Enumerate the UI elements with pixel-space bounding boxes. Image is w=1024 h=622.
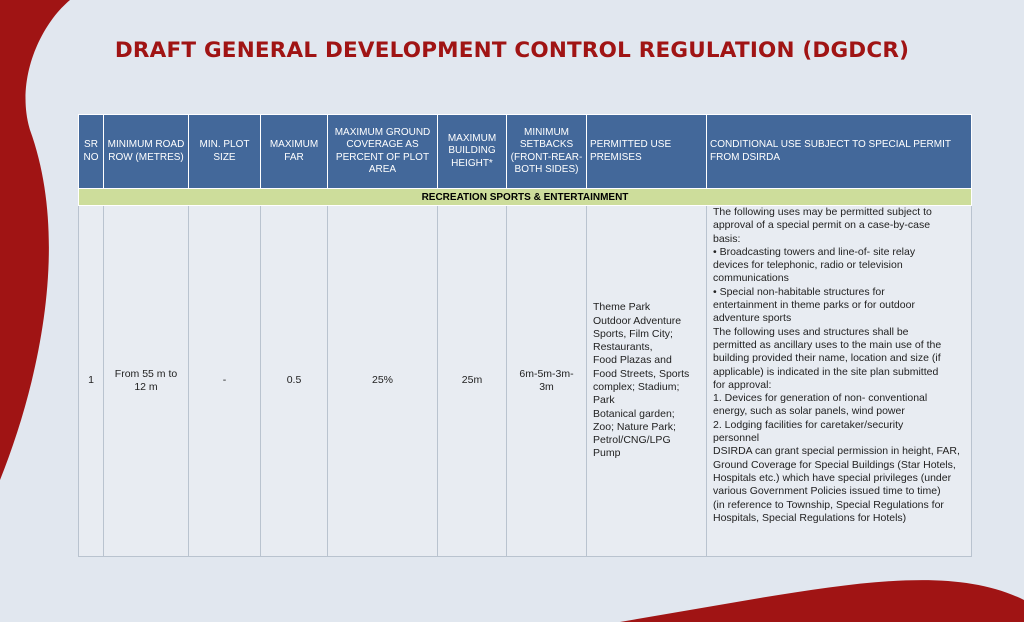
conditional-use-line: (in reference to Township, Special Regul… xyxy=(713,498,944,511)
conditional-use-line: 1. Devices for generation of non- conven… xyxy=(713,392,928,405)
conditional-use-line: The following uses and structures shall … xyxy=(713,325,909,338)
conditional-use-line: personnel xyxy=(713,432,760,445)
permitted-use-line: Zoo; Nature Park; xyxy=(593,420,676,433)
conditional-use-line: • Broadcasting towers and line-of- site … xyxy=(713,245,916,258)
permitted-use-line: Food Plazas and xyxy=(593,354,672,367)
cell-road-row: From 55 m to 12 m xyxy=(103,205,189,557)
cell-plot-size: - xyxy=(188,205,261,557)
cell-ground-coverage: 25% xyxy=(327,205,438,557)
conditional-use-line: • Special non-habitable structures for xyxy=(713,285,885,298)
permitted-use-line: Petrol/CNG/LPG xyxy=(593,434,671,447)
permitted-use-line: Outdoor Adventure xyxy=(593,314,682,327)
conditional-use-line: 2. Lodging facilities for caretaker/secu… xyxy=(713,418,904,431)
header-far: MAXIMUM FAR xyxy=(260,114,328,189)
permitted-use-line: Sports, Film City; xyxy=(593,327,673,340)
cell-building-height: 25m xyxy=(437,205,507,557)
conditional-use-line: approval of a special permit on a case-b… xyxy=(713,219,931,232)
conditional-use-line: building provided their name, location a… xyxy=(713,352,941,365)
permitted-use-line: Restaurants, xyxy=(593,341,653,354)
conditional-use-line: for approval: xyxy=(713,378,772,391)
conditional-use-line: Hospitals, Special Regulations for Hotel… xyxy=(713,511,907,524)
header-conditional-use: CONDITIONAL USE SUBJECT TO SPECIAL PERMI… xyxy=(706,114,972,189)
cell-setbacks: 6m-5m-3m-3m xyxy=(506,205,587,557)
permitted-use-line: Food Streets, Sports xyxy=(593,367,690,380)
header-ground-coverage: MAXIMUM GROUND COVERAGE AS PERCENT OF PL… xyxy=(327,114,438,189)
conditional-use-line: permitted as ancillary uses to the main … xyxy=(713,338,942,351)
conditional-use-line: energy, such as solar panels, wind power xyxy=(713,405,905,418)
table-row: 1 From 55 m to 12 m - 0.5 25% 25m 6m-5m-… xyxy=(78,205,972,557)
permitted-use-line: Theme Park xyxy=(593,301,651,314)
cell-permitted-uses: Theme Park Outdoor Adventure Sports, Film … xyxy=(586,205,707,557)
conditional-use-line: DSIRDA can grant special permission in h… xyxy=(713,445,960,458)
header-permitted-use: PERMITTED USE PREMISES xyxy=(586,114,707,189)
cell-sr-no: 1 xyxy=(78,205,104,557)
permitted-use-line: Botanical garden; xyxy=(593,407,675,420)
cell-conditional-uses: The following uses may be permitted subj… xyxy=(706,205,972,557)
page-title: DRAFT GENERAL DEVELOPMENT CONTROL REGULA… xyxy=(114,38,910,63)
conditional-uses-list: The following uses may be permitted subj… xyxy=(713,206,965,554)
header-building-height: MAXIMUM BUILDING HEIGHT* xyxy=(437,114,507,189)
conditional-use-line: adventure sports xyxy=(713,312,792,325)
conditional-use-line: various Government Policies issued time … xyxy=(713,485,941,498)
category-row: RECREATION SPORTS & ENTERTAINMENT xyxy=(78,188,972,206)
conditional-use-line: communications xyxy=(713,272,789,285)
conditional-use-line: devices for telephonic, radio or televis… xyxy=(713,259,903,272)
conditional-use-line: basis: xyxy=(713,232,741,245)
conditional-use-line: applicable) is indicated in the site pla… xyxy=(713,365,939,378)
header-road-row: MINIMUM ROAD ROW (METRES) xyxy=(103,114,189,189)
permitted-use-line: Pump xyxy=(593,447,621,460)
header-row: SR NO MINIMUM ROAD ROW (METRES) MIN. PLO… xyxy=(78,114,972,189)
regulation-table: SR NO MINIMUM ROAD ROW (METRES) MIN. PLO… xyxy=(78,114,972,557)
header-setbacks: MINIMUM SETBACKS (FRONT-REAR-BOTH SIDES) xyxy=(506,114,587,189)
conditional-use-line: Ground Coverage for Special Buildings (S… xyxy=(713,458,956,471)
category-label: RECREATION SPORTS & ENTERTAINMENT xyxy=(78,188,972,206)
permitted-uses-list: Theme Park Outdoor Adventure Sports, Film … xyxy=(593,301,700,461)
header-plot-size: MIN. PLOT SIZE xyxy=(188,114,261,189)
conditional-use-line: Hospitals etc.) which have special privi… xyxy=(713,471,952,484)
permitted-use-line: Park xyxy=(593,394,615,407)
cell-far: 0.5 xyxy=(260,205,328,557)
header-sr-no: SR NO xyxy=(78,114,104,189)
conditional-use-line: entertainment in theme parks or for outd… xyxy=(713,299,915,312)
conditional-use-line: The following uses may be permitted subj… xyxy=(713,206,932,218)
permitted-use-line: complex; Stadium; xyxy=(593,381,680,393)
